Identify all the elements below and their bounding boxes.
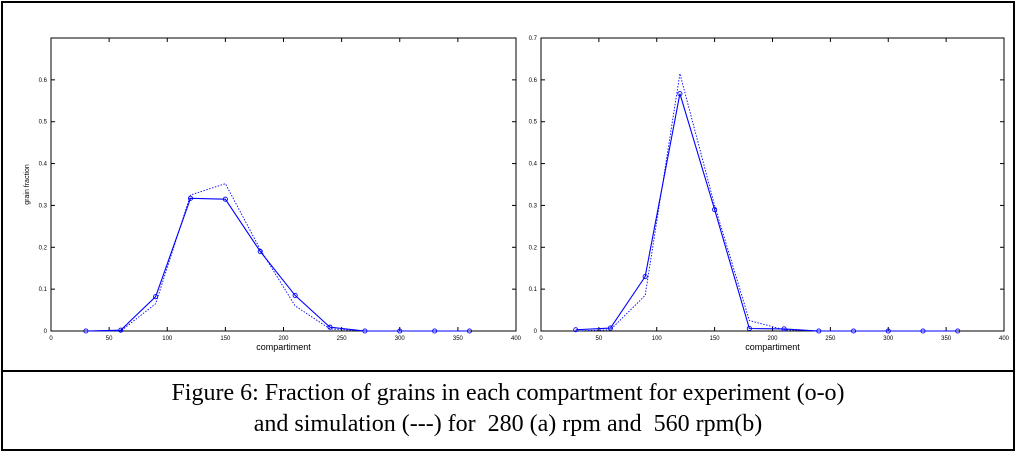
x-tick-label-a: 0 (49, 336, 53, 342)
y-tick-label-a: 0 (44, 329, 48, 335)
x-axis-label-a: compartiment (256, 342, 311, 352)
experiment-point-b (712, 207, 718, 213)
x-tick-label-a: 350 (453, 336, 464, 342)
x-tick-label-b: 50 (596, 336, 603, 342)
experiment-point-a (118, 327, 124, 333)
experiment-point-a (83, 328, 89, 334)
y-tick-label-a: 0.2 (39, 245, 48, 251)
x-tick-label-b: 0 (539, 336, 543, 342)
experiment-point-a (327, 324, 333, 330)
x-tick-label-a: 250 (337, 336, 348, 342)
y-tick-label-b: 0.2 (529, 245, 538, 251)
x-tick-label-b: 200 (767, 336, 778, 342)
y-tick-label-a: 0.6 (39, 78, 48, 84)
x-tick-label-a: 50 (106, 336, 113, 342)
plot-area-b (540, 37, 1005, 332)
y-tick-label-b: 0.5 (529, 120, 538, 126)
experiment-point-b (677, 91, 683, 97)
experiment-point-b (573, 327, 579, 333)
chart-panel-b: 0 50 100 150 200 250 300 350 400 0 0.1 0.2 0.3 0.4 0.5… (525, 8, 1015, 358)
chart-a-svg: 0 50 100 150 200 250 300 350 400 0 0.1 0.2 0.3 0.4 0.5… (24, 37, 522, 352)
x-tick-label-a: 400 (511, 336, 522, 342)
y-tick-label-b: 0.7 (529, 36, 538, 42)
experiment-point-a (222, 196, 228, 202)
y-tick-label-a: 0.5 (39, 120, 48, 126)
experiment-line-a (85, 197, 470, 332)
caption-divider (1, 370, 1015, 372)
x-tick-label-a: 300 (395, 336, 406, 342)
y-tick-label-b: 0.6 (529, 78, 538, 84)
caption-line-2: and simulation (---) for 280 (a) rpm and… (253, 411, 763, 437)
y-tick-label-a: 0.3 (39, 203, 48, 209)
x-tick-label-b: 300 (883, 336, 894, 342)
x-axis-label-b: compartiment (745, 342, 800, 352)
y-tick-label-b: 0.4 (529, 162, 538, 168)
experiment-point-a (153, 294, 159, 300)
x-tick-label-b: 350 (941, 336, 952, 342)
caption-line-1: Figure 6: Fraction of grains in each com… (171, 380, 845, 406)
experiment-point-b (746, 325, 752, 332)
figure-caption: Figure 6: Fraction of grains in each com… (3, 378, 1013, 440)
y-tick-label-b: 0 (534, 329, 538, 335)
y-tick-label-b: 0.3 (529, 203, 538, 209)
chart-b-svg: 0 50 100 150 200 250 300 350 400 0 0.1 0.2 0.3 0.4 0.5… (529, 36, 1010, 352)
x-tick-label-b: 250 (825, 336, 836, 342)
y-tick-label-b: 0.1 (529, 287, 538, 293)
x-tick-label-a: 200 (278, 336, 289, 342)
experiment-point-a (292, 292, 298, 298)
x-tick-label-b: 400 (999, 336, 1010, 342)
y-tick-label-a: 0.4 (39, 162, 48, 168)
experiment-point-b (642, 274, 648, 280)
x-tick-label-b: 150 (710, 336, 721, 342)
chart-panel-a: 0 50 100 150 200 250 300 350 400 0 0.1 0.2 0.3 0.4 0.5… (8, 8, 525, 358)
simulation-line-b (575, 73, 958, 332)
y-tick-label-a: 0.1 (39, 287, 48, 293)
x-tick-label-a: 150 (220, 336, 231, 342)
x-tick-label-b: 100 (652, 336, 663, 342)
x-tick-label-a: 100 (162, 336, 173, 342)
y-axis-label-a: grain fraction (24, 164, 31, 205)
experiment-line-b (575, 93, 958, 332)
